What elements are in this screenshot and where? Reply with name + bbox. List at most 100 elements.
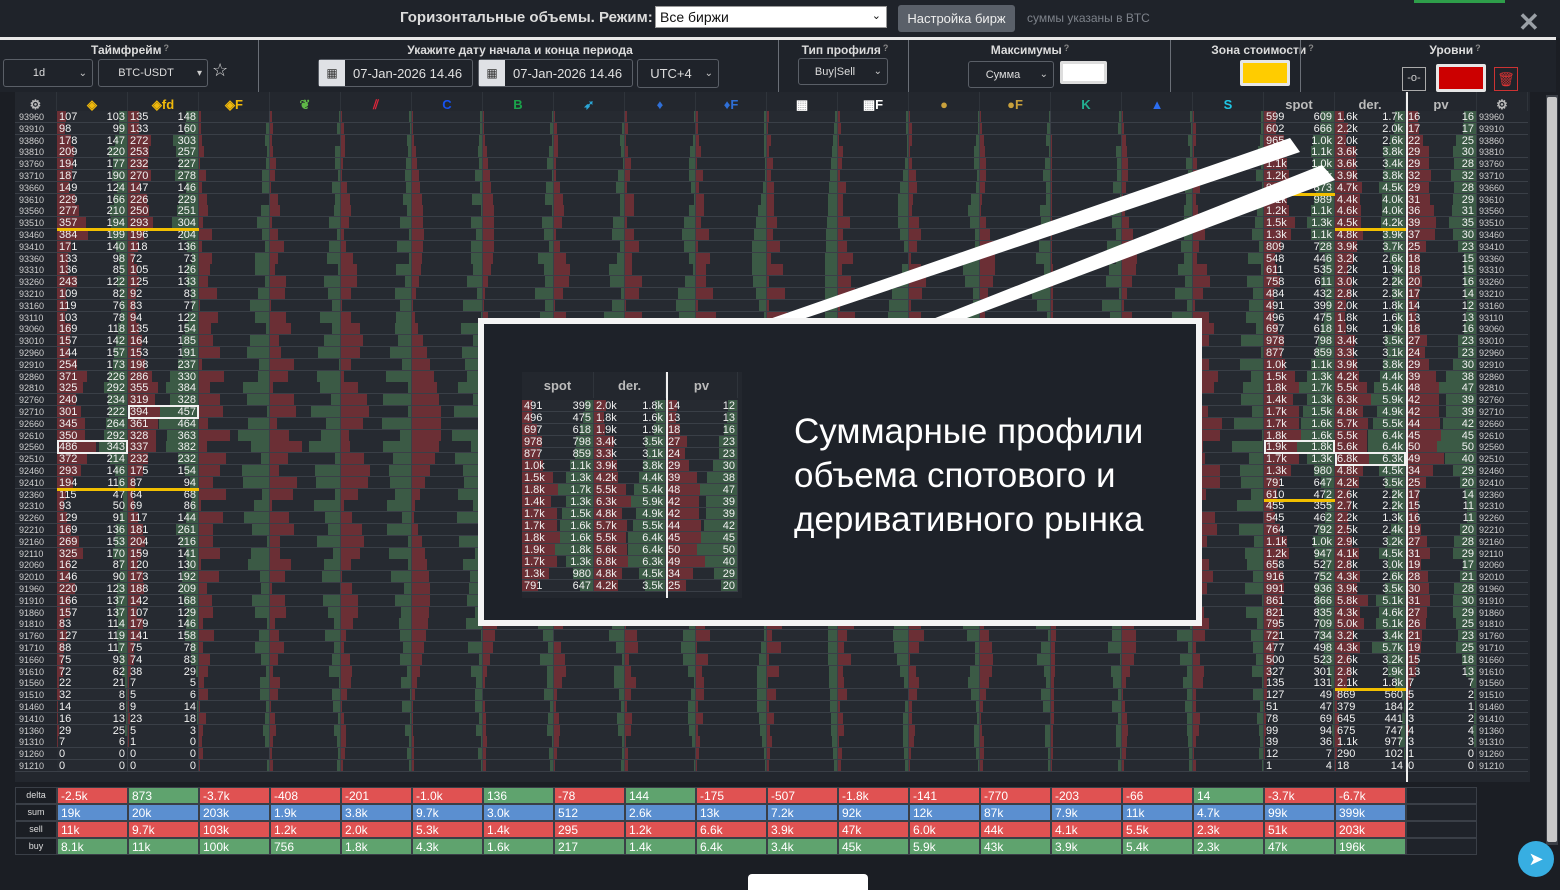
price-level: 93810 <box>15 146 57 159</box>
sell-bar <box>909 146 911 158</box>
buy-bar <box>834 111 837 122</box>
volume-cell <box>341 158 412 171</box>
sell-value: 6.8k <box>596 556 617 568</box>
sell-value: 17 <box>1408 122 1421 135</box>
sell-bar <box>909 134 913 146</box>
inset-cell: 877 859 <box>522 448 594 460</box>
green-button-edge[interactable] <box>1414 0 1505 3</box>
page-title: Горизонтальные объемы. Режим: <box>400 9 653 26</box>
sell-value: 5.6k <box>596 544 617 556</box>
levels-color-picker[interactable] <box>1436 64 1486 92</box>
volume-cell: 98 99 <box>57 122 128 135</box>
buy-bar <box>1189 111 1192 122</box>
sell-bar <box>128 134 151 146</box>
buy-bar <box>265 158 269 170</box>
sell-value: 133 <box>130 122 149 135</box>
volume-cell: 178 147 <box>57 134 128 147</box>
buy-value: 23 <box>722 436 735 448</box>
sell-bar <box>199 158 201 170</box>
volume-cell: 135 148 <box>128 111 199 123</box>
buy-bar <box>1120 134 1121 146</box>
sell-bar <box>1406 122 1420 134</box>
profile-type-select[interactable]: Buy|Sell ⌄ <box>798 58 888 85</box>
volume-cell <box>696 158 767 171</box>
star-icon[interactable]: ☆ <box>212 60 229 80</box>
buy-bar <box>1261 111 1263 122</box>
timezone-select[interactable]: UTC+4 ⌄ <box>637 59 719 88</box>
kucoin-icon: K <box>1081 97 1091 112</box>
exchange-settings-button[interactable]: Настройка бирж <box>898 5 1015 32</box>
sell-bar <box>1335 111 1345 122</box>
sell-bar <box>57 111 66 122</box>
buy-value: 1.6k <box>570 520 591 532</box>
buy-bar <box>176 146 198 158</box>
value-zone-color-picker[interactable] <box>1240 60 1290 86</box>
buy-bar <box>1393 122 1405 134</box>
volume-cell <box>554 158 625 171</box>
volume-cell: 16 16 <box>1406 111 1477 123</box>
buy-value: 3.5k <box>642 436 663 448</box>
sell-value: 45 <box>668 532 681 544</box>
sell-value: 44 <box>668 520 681 532</box>
inset-header-spot: spot <box>522 372 594 398</box>
sell-value: 599 <box>1266 111 1285 123</box>
buy-value: 29 <box>722 568 735 580</box>
binance-icon: ◈ <box>151 96 162 112</box>
volume-cell <box>341 134 412 147</box>
start-date-input[interactable]: ▦ 07-Jan-2026 14.46 <box>318 59 473 87</box>
buy-bar <box>1313 158 1334 170</box>
levels-title: Уровни? <box>1429 43 1481 57</box>
volume-cell <box>909 111 980 123</box>
sell-value: 697 <box>524 424 543 436</box>
buy-value: 609 <box>1313 111 1332 123</box>
trash-icon[interactable]: 🗑 <box>1494 67 1518 91</box>
divider <box>1300 40 1301 92</box>
buy-bar <box>1452 146 1476 158</box>
volume-cell: 2.2k 2.0k <box>1335 122 1406 135</box>
buy-bar <box>185 111 198 122</box>
help-icon: ? <box>1308 43 1314 53</box>
close-icon[interactable]: ✕ <box>1518 7 1540 37</box>
buy-value: 859 <box>572 448 591 460</box>
sell-value: 48 <box>668 484 681 496</box>
buy-value: 1.6k <box>570 532 591 544</box>
volume-cell <box>980 111 1051 123</box>
sell-bar <box>270 111 272 122</box>
buy-value: 6.4k <box>642 544 663 556</box>
sell-value: 602 <box>1266 122 1285 135</box>
volume-cell <box>341 111 412 123</box>
buy-value: 12 <box>722 400 735 412</box>
inset-cell: 48 47 <box>666 484 738 496</box>
column-label: pv <box>1433 97 1449 112</box>
sell-bar <box>625 158 632 170</box>
level-tool-icon[interactable]: -o- <box>1402 67 1426 91</box>
maxima-color-picker[interactable] <box>1060 61 1107 84</box>
buy-bar <box>1115 146 1121 158</box>
sell-bar <box>57 122 65 134</box>
sell-bar <box>767 134 772 146</box>
sell-bar <box>128 122 140 134</box>
calendar-icon: ▦ <box>319 60 345 86</box>
buy-value: 303 <box>177 134 196 147</box>
buy-value: 99 <box>112 122 125 135</box>
sell-bar <box>1264 134 1284 146</box>
mode-select[interactable]: Все биржи ⌄ <box>655 6 887 28</box>
inset-cell: 5.7k 5.5k <box>594 520 666 532</box>
timeframe-select[interactable]: 1d ⌄ <box>3 59 93 87</box>
buy-value: 220 <box>106 146 125 159</box>
end-date-input[interactable]: ▦ 07-Jan-2026 14.46 <box>478 59 633 87</box>
buy-bar <box>764 146 766 158</box>
buy-bar <box>693 111 695 122</box>
sell-bar <box>980 146 986 158</box>
buy-bar <box>763 122 766 134</box>
sell-bar <box>696 146 701 158</box>
symbol-select[interactable]: BTC-USDT ▾ <box>98 59 208 87</box>
chevron-down-icon: ⌄ <box>1039 69 1048 80</box>
sell-bar <box>412 146 416 158</box>
sell-bar <box>270 158 277 170</box>
volume-cell <box>625 122 696 135</box>
maxima-select[interactable]: Сумма ⌄ <box>968 61 1054 88</box>
chevron-down-icon: ⌄ <box>78 67 87 79</box>
sell-bar <box>412 122 414 134</box>
buy-value: 1.1k <box>1311 146 1332 159</box>
